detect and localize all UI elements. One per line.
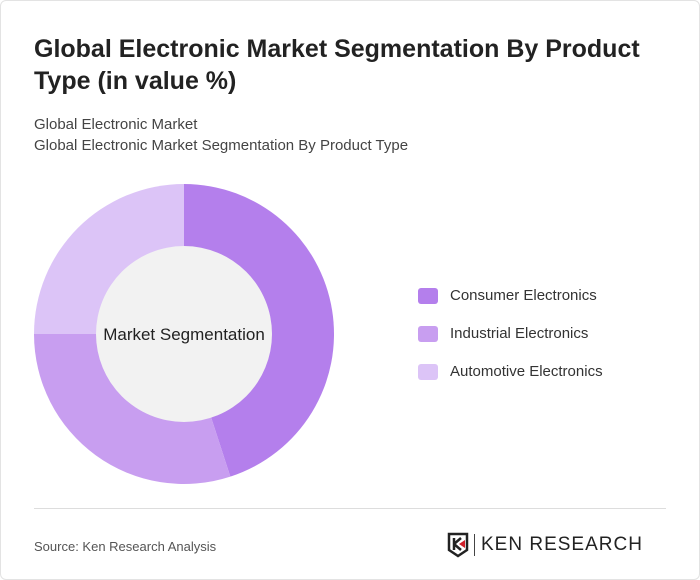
legend-swatch — [418, 363, 438, 380]
legend-item-industrial: Industrial Electronics — [418, 324, 603, 343]
legend-label: Consumer Electronics — [450, 287, 597, 304]
legend-swatch — [418, 325, 438, 342]
divider — [34, 508, 666, 509]
legend-swatch — [418, 287, 438, 304]
subtitle-segmentation: Global Electronic Market Segmentation By… — [34, 137, 409, 154]
legend-label: Automotive Electronics — [450, 363, 603, 380]
ken-logo-icon — [447, 532, 469, 558]
source-note: Source: Ken Research Analysis — [34, 539, 217, 554]
ken-research-logo: KEN RESEARCH — [447, 532, 643, 558]
legend-item-consumer: Consumer Electronics — [418, 286, 603, 305]
center-label: Market Segmentation — [103, 325, 265, 344]
subtitle-market: Global Electronic Market — [34, 116, 198, 133]
donut-hole — [96, 246, 272, 422]
chart-title: Global Electronic Market Segmentation By… — [34, 35, 640, 95]
legend-item-automotive: Automotive Electronics — [418, 362, 603, 381]
logo-text: KEN RESEARCH — [481, 534, 643, 555]
legend-label: Industrial Electronics — [450, 325, 589, 342]
legend: Consumer Electronics Industrial Electron… — [418, 286, 603, 400]
